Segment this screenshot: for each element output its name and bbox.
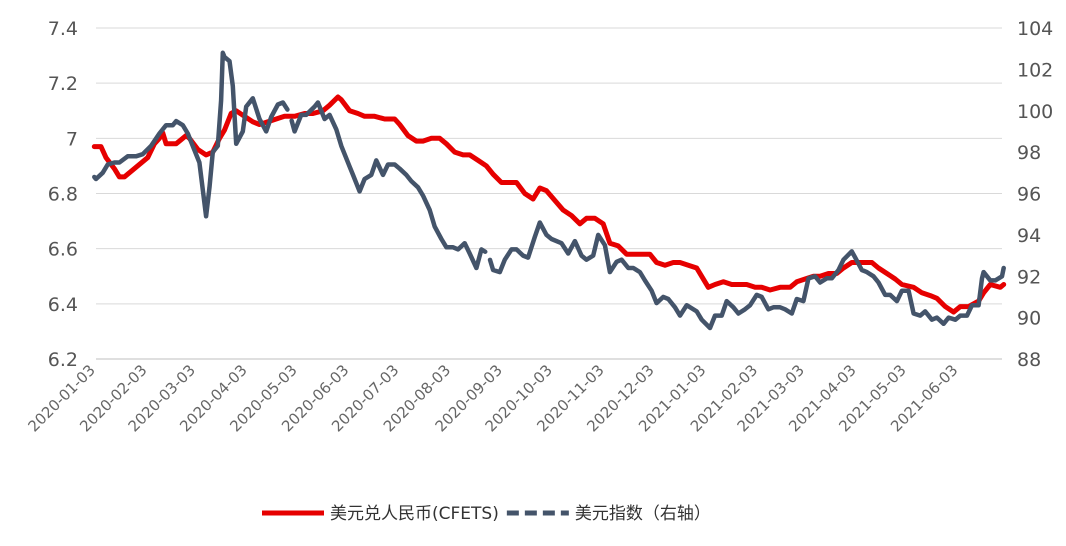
left-tick-label: 6.4 xyxy=(48,294,78,316)
right-tick-label: 88 xyxy=(1017,349,1041,371)
left-tick-label: 7 xyxy=(66,128,78,150)
right-tick-label: 96 xyxy=(1017,184,1041,206)
legend: 美元兑人民币(CFETS) 美元指数（右轴） xyxy=(262,504,711,524)
right-tick-label: 104 xyxy=(1017,18,1053,40)
legend-label-0: 美元兑人民币(CFETS) xyxy=(330,504,499,524)
left-tick-label: 7.4 xyxy=(48,18,78,40)
right-tick-label: 100 xyxy=(1017,101,1053,123)
right-tick-label: 90 xyxy=(1017,308,1041,330)
series-line-1 xyxy=(92,50,1006,331)
right-tick-label: 102 xyxy=(1017,59,1053,81)
series-lines xyxy=(91,50,1007,331)
gridlines xyxy=(96,27,1002,360)
right-tick-label: 98 xyxy=(1017,142,1041,164)
right-tick-label: 92 xyxy=(1017,266,1041,288)
legend-label-1: 美元指数（右轴） xyxy=(575,504,711,524)
left-tick-label: 6.2 xyxy=(48,349,78,371)
left-y-axis: 6.2 6.4 6.6 6.8 7 7.2 7.4 xyxy=(48,18,78,371)
left-tick-label: 7.2 xyxy=(48,73,78,95)
series-line-0 xyxy=(91,94,1007,315)
right-y-axis: 88 90 92 94 96 98 100 102 104 xyxy=(1017,18,1053,371)
left-tick-label: 6.6 xyxy=(48,239,78,261)
x-axis: 2020-01-032020-02-032020-03-032020-04-03… xyxy=(24,358,1002,435)
left-tick-label: 6.8 xyxy=(48,184,78,206)
right-tick-label: 94 xyxy=(1017,225,1041,247)
